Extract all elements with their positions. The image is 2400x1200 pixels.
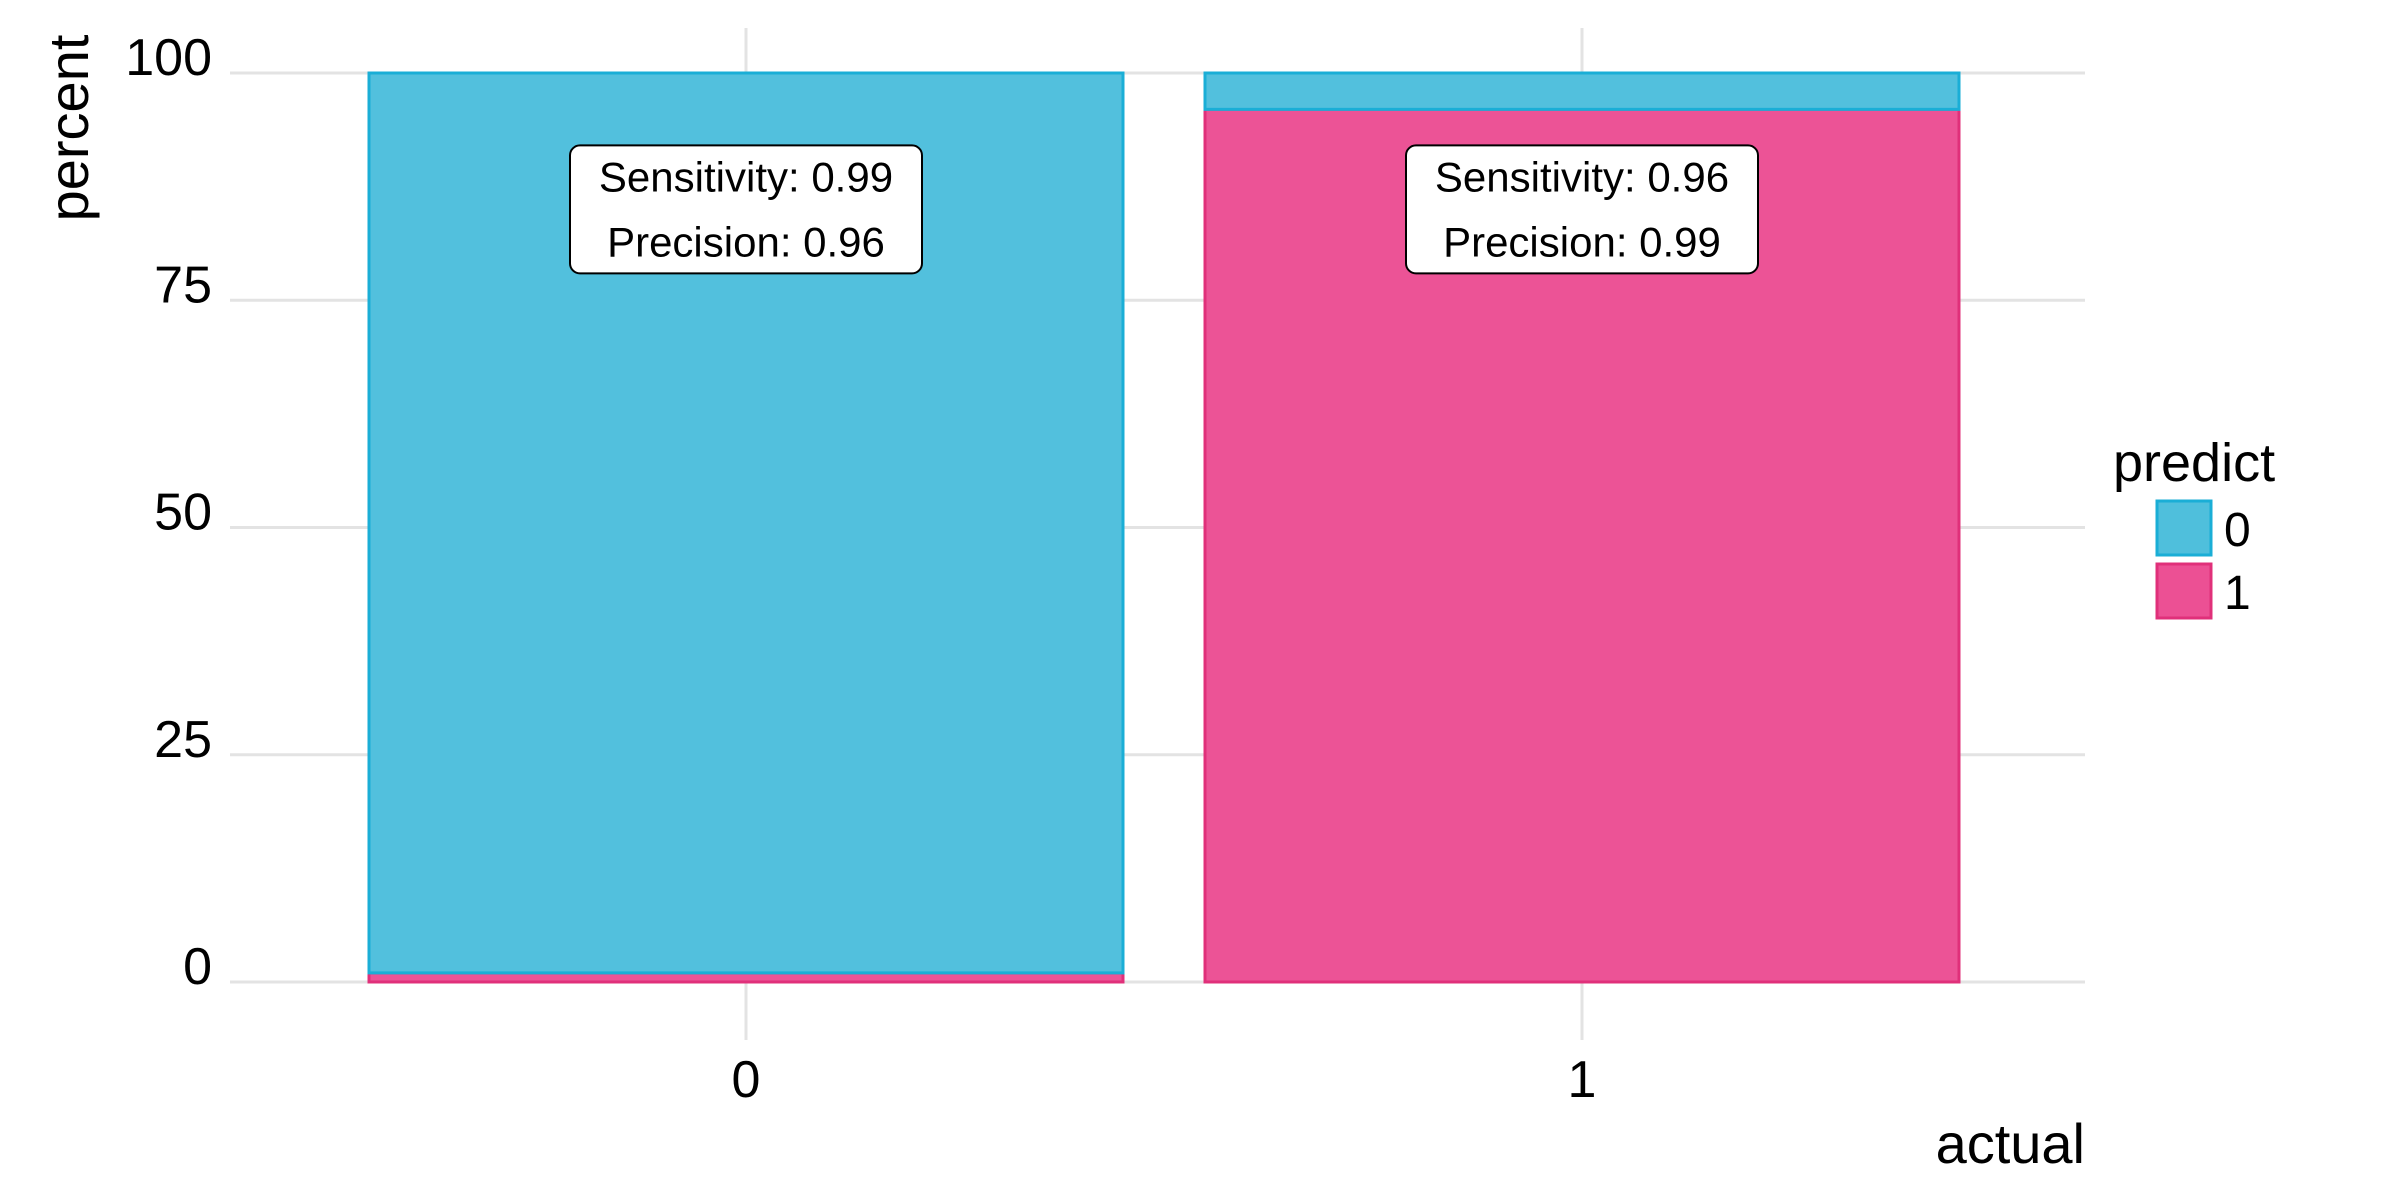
legend: predict 0 1 [2113, 433, 2275, 620]
annotation-box [569, 144, 923, 275]
y-tick-label: 75 [154, 256, 212, 314]
annotation-line: Precision: 0.99 [1443, 218, 1721, 265]
legend-label-1: 1 [2224, 567, 2251, 620]
x-axis-title: actual [1936, 1112, 2085, 1175]
y-tick-label: 25 [154, 711, 212, 769]
legend-swatch-1 [2155, 562, 2213, 620]
bar-actual-1-predict-0 [1203, 71, 1961, 111]
legend-swatch-0 [2155, 499, 2213, 557]
y-axis-title: percent [37, 34, 100, 221]
axes: 0 25 50 75 100 0 1 [125, 29, 1596, 1109]
annotation-line: Precision: 0.96 [607, 218, 885, 265]
y-tick-label: 50 [154, 484, 212, 542]
annotation-line: Sensitivity: 0.96 [1435, 153, 1729, 200]
x-tick-label: 1 [1568, 1051, 1597, 1109]
y-tick-label: 100 [125, 29, 212, 87]
annotation-box [1405, 144, 1759, 275]
annotation-line: Sensitivity: 0.99 [599, 153, 893, 200]
x-tick-label: 0 [732, 1051, 761, 1109]
y-tick-label: 0 [183, 938, 212, 996]
legend-label-0: 0 [2224, 504, 2251, 557]
legend-title: predict [2113, 433, 2275, 493]
annotations: Sensitivity: 0.99 Precision: 0.96 Sensitiv… [569, 144, 1759, 275]
